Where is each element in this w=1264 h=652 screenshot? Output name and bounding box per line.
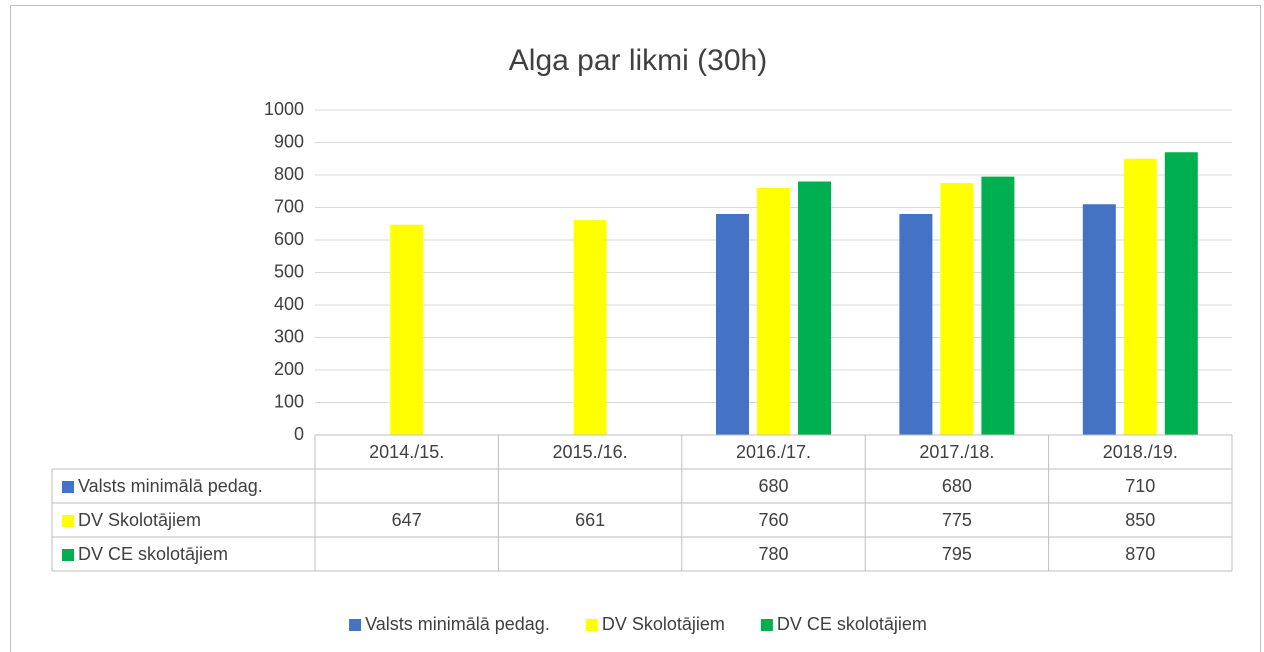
legend-label: DV Skolotājiem (602, 614, 725, 634)
x-tick-label: 2015./16. (553, 442, 628, 462)
y-tick-label: 600 (274, 229, 304, 249)
legend-key (760, 619, 773, 631)
chart-title: Alga par likmi (30h) (509, 44, 767, 77)
table-cell: 647 (392, 510, 422, 530)
bar (757, 188, 790, 435)
legend-key (585, 619, 598, 631)
y-tick-label: 700 (274, 196, 304, 216)
table-cell: 780 (758, 544, 788, 564)
table-cell: 760 (758, 510, 788, 530)
x-tick-label: 2017./18. (919, 442, 994, 462)
bar (798, 181, 831, 435)
y-tick-label: 900 (274, 131, 304, 151)
bar (940, 183, 974, 435)
table-row-label: Valsts minimālā pedag. (78, 476, 263, 496)
legend-key (349, 619, 362, 631)
table-cell: 680 (758, 476, 788, 496)
chart-frame (10, 5, 1261, 652)
table-cell: 870 (1125, 544, 1155, 564)
y-tick-label: 400 (274, 294, 304, 314)
table-cell: 795 (942, 544, 972, 564)
y-tick-label: 800 (274, 164, 304, 184)
table-cell: 850 (1125, 510, 1155, 530)
y-tick-label: 1000 (264, 99, 304, 119)
y-tick-label: 100 (274, 391, 304, 411)
legend-key (62, 481, 74, 493)
legend-label: Valsts minimālā pedag. (365, 614, 550, 634)
bar (1082, 204, 1116, 435)
legend-key (62, 515, 74, 527)
bar (573, 220, 607, 435)
table-cell: 710 (1125, 476, 1155, 496)
x-tick-label: 2014./15. (369, 442, 444, 462)
legend-key (62, 549, 74, 561)
bar (981, 176, 1015, 435)
bar (716, 214, 749, 435)
y-tick-label: 500 (274, 261, 304, 281)
legend-label: DV CE skolotājiem (777, 614, 927, 634)
y-tick-label: 300 (274, 326, 304, 346)
table-row-label: DV CE skolotājiem (78, 544, 228, 564)
bar (1164, 152, 1198, 435)
table-cell: 661 (575, 510, 605, 530)
x-tick-label: 2018./19. (1103, 442, 1178, 462)
bar (390, 224, 424, 435)
bar (1123, 158, 1157, 435)
table-row-label: DV Skolotājiem (78, 510, 201, 530)
table-cell: 680 (942, 476, 972, 496)
x-tick-label: 2016./17. (736, 442, 811, 462)
table-cell: 775 (942, 510, 972, 530)
y-tick-label: 0 (294, 424, 304, 444)
bar (899, 214, 933, 435)
y-tick-label: 200 (274, 359, 304, 379)
